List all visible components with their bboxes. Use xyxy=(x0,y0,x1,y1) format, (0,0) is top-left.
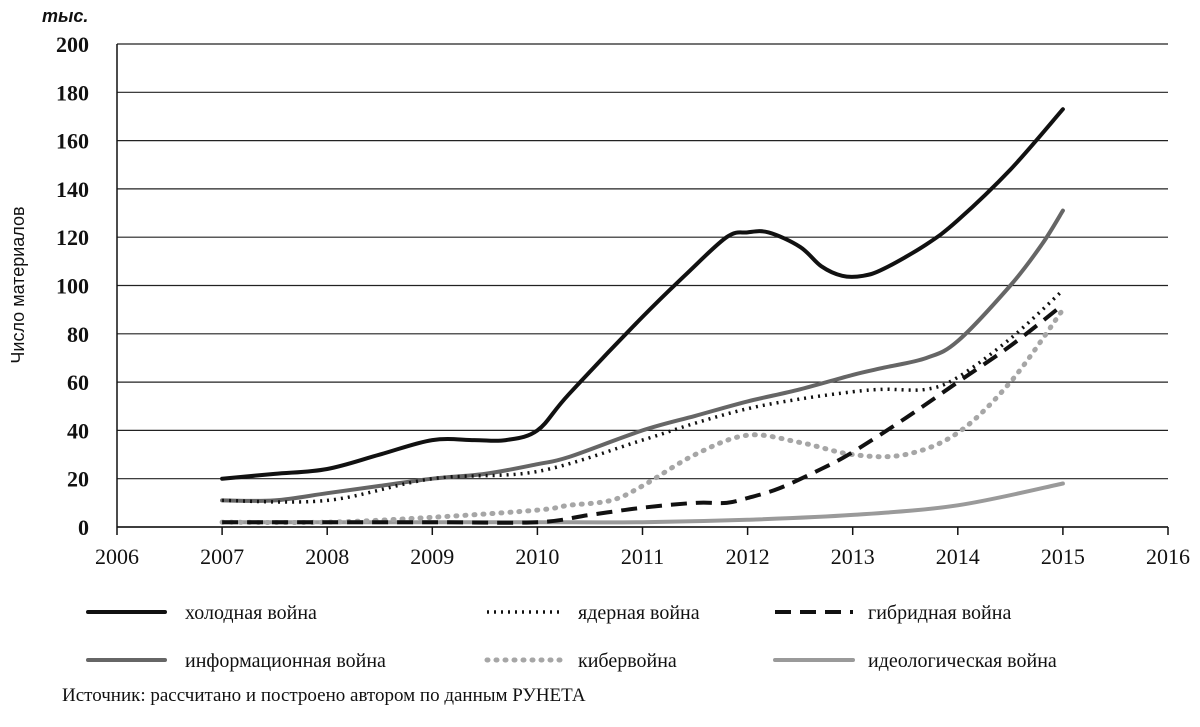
y-tick-label: 20 xyxy=(67,467,89,492)
source-note: Источник: рассчитано и построено автором… xyxy=(62,685,586,706)
series-line-3 xyxy=(222,303,1065,525)
x-tick-label: 2009 xyxy=(410,544,454,569)
y-tick-label: 100 xyxy=(56,274,89,299)
legend-label: холодная война xyxy=(185,602,317,624)
gridlines xyxy=(117,43,1168,528)
legend-label: гибридная война xyxy=(868,602,1011,624)
x-tick-label: 2016 xyxy=(1146,544,1190,569)
x-tick-label: 2014 xyxy=(936,544,980,569)
y-tick-label: 0 xyxy=(78,515,89,540)
y-tick-label: 40 xyxy=(67,418,89,443)
series-line-4 xyxy=(220,208,1065,503)
series-line-5 xyxy=(219,307,1066,526)
y-tick-label: 180 xyxy=(56,80,89,105)
x-tick-label: 2011 xyxy=(621,544,664,569)
y-axis-label: Число материалов xyxy=(8,206,28,363)
legend-label: кибервойна xyxy=(578,650,677,672)
y-tick-label: 120 xyxy=(56,225,89,250)
legend-label: ядерная война xyxy=(578,602,700,624)
axes: 0 20 40 60 80 100 120 140 160 180 200 2006 2007 2008 2… xyxy=(56,32,1190,569)
x-tick-label: 2013 xyxy=(831,544,875,569)
series-line-2 xyxy=(222,289,1065,504)
y-tick-label: 140 xyxy=(56,177,89,202)
legend: холодная война ядерная война гибридная вой… xyxy=(86,602,1057,672)
legend-label: информационная война xyxy=(185,650,386,672)
unit-label: тыс. xyxy=(42,6,88,26)
series-lines xyxy=(219,107,1066,526)
x-tick-label: 2015 xyxy=(1041,544,1085,569)
x-tick-label: 2010 xyxy=(515,544,559,569)
y-tick-label: 160 xyxy=(56,129,89,154)
x-tick-label: 2012 xyxy=(726,544,770,569)
y-tick-label: 60 xyxy=(67,370,89,395)
x-tick-label: 2007 xyxy=(200,544,244,569)
y-tick-label: 200 xyxy=(56,32,89,57)
x-tick-label: 2006 xyxy=(95,544,139,569)
series-line-1 xyxy=(220,107,1065,481)
x-tick-label: 2008 xyxy=(305,544,349,569)
y-tick-label: 80 xyxy=(67,322,89,347)
legend-label: идеологическая война xyxy=(868,650,1057,672)
